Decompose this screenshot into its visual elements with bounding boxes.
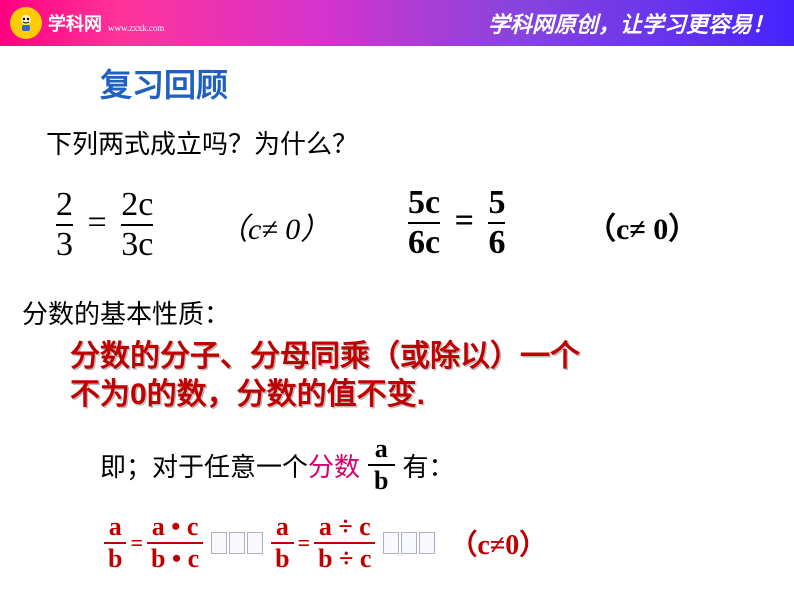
eq1-condition: （c≠ 0） [218,204,330,248]
eq1-left-den: 3 [56,224,73,264]
f2-num: a • c [147,512,203,542]
property-emphasis: 分数的分子、分母同乘（或除以）一个 不为0的数，分数的值不变. [70,338,580,414]
f1-num: a [104,512,126,542]
eq1-right-num: 2c [121,186,153,224]
eq2-right-den: 6 [488,222,505,262]
eq2-condition: （c≠ 0） [586,204,698,248]
formula-row: a b = a • c b • c a b = a ÷ c b ÷ c （c≠0… [104,512,547,574]
ie-fraction: a b [368,434,394,496]
question-text: 下列两式成立吗？为什么？ [46,124,358,161]
property-line-2: 不为0的数，分数的值不变. [70,378,425,411]
eq2-right-num: 5 [488,184,505,222]
eq1-left-num: 2 [56,186,73,224]
section-title: 复习回顾 [100,60,228,106]
brand-url: www.zxxk.com [108,23,164,33]
f3-den: b [271,542,293,574]
equation-1: 2 3 = 2c 3c [56,186,153,264]
logo-area: 学科网 www.zxxk.com [10,7,164,39]
placeholder-boxes-1 [211,532,263,554]
box-icon [419,532,435,554]
property-line-1: 分数的分子、分母同乘（或除以）一个 [70,340,580,373]
box-icon [211,532,227,554]
formula-eq-1: = [130,530,143,556]
header-slogan: 学科网原创，让学习更容易！ [488,7,774,39]
property-label: 分数的基本性质： [22,294,230,331]
formula-frac-4: a ÷ c b ÷ c [314,512,375,574]
ie-suffix: 有： [403,447,455,484]
eq1-right-den: 3c [121,224,153,264]
ie-frac-den: b [368,464,394,496]
placeholder-boxes-2 [383,532,435,554]
f2-den: b • c [147,542,203,574]
ie-row: 即；对于任意一个分数 a b 有： [100,434,455,496]
box-icon [383,532,399,554]
eq2-left-den: 6c [408,222,440,262]
ie-prefix: 即；对于任意一个 [100,447,308,484]
ie-frac-num: a [368,434,394,464]
f1-den: b [104,542,126,574]
f3-num: a [271,512,293,542]
box-icon [247,532,263,554]
formula-frac-1: a b [104,512,126,574]
ie-highlight: 分数 [308,447,360,484]
eq2-left-num: 5c [408,184,440,222]
formula-condition: （c≠0） [449,523,547,563]
formula-eq-2: = [298,530,311,556]
box-icon [401,532,417,554]
header-bar: 学科网 www.zxxk.com 学科网原创，让学习更容易！ [0,0,794,46]
logo-icon [10,7,42,39]
f4-den: b ÷ c [314,542,375,574]
f4-num: a ÷ c [314,512,375,542]
formula-frac-3: a b [271,512,293,574]
equation-2: 5c 6c = 5 6 [408,184,505,262]
box-icon [229,532,245,554]
formula-frac-2: a • c b • c [147,512,203,574]
brand-text: 学科网 [48,10,102,36]
